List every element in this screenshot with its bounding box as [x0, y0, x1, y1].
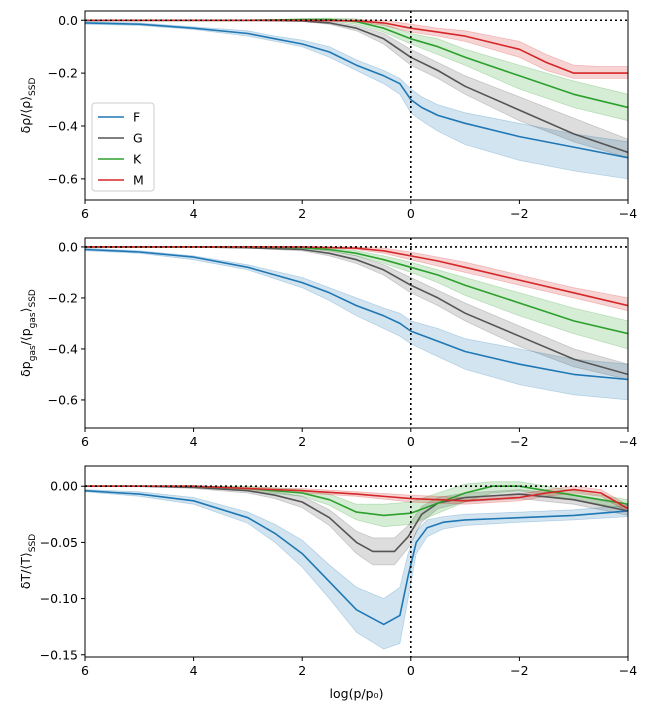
- x-tick-label: −4: [619, 663, 637, 678]
- y-axis-label: δρ/⟨ρ⟩SSD: [18, 78, 38, 134]
- x-tick-label: −2: [510, 434, 528, 449]
- x-tick-label: 0: [407, 434, 415, 449]
- y-tick-label: −0.10: [40, 591, 78, 606]
- band-G: [85, 246, 628, 380]
- band-F: [85, 247, 628, 401]
- y-tick-label: −0.05: [40, 535, 78, 550]
- x-tick-label: −4: [619, 206, 637, 221]
- panel-temperature: 0.00 −0.05 −0.10 −0.156 4 2 0 −2 −4 δT/⟨T⟩SSD log(…: [18, 465, 637, 701]
- y-tick-label: −0.6: [48, 392, 78, 407]
- legend-box: [91, 102, 155, 192]
- y-tick-label: −0.2: [48, 66, 78, 81]
- x-tick-label: −2: [510, 663, 528, 678]
- legend-label-M: M: [133, 173, 144, 188]
- band-K: [85, 481, 628, 528]
- band-F: [85, 21, 628, 180]
- x-tick-label: 2: [298, 663, 306, 678]
- x-tick-label: −2: [510, 206, 528, 221]
- x-tick-label: 2: [298, 206, 306, 221]
- x-axis-label: log(p/p₀): [330, 686, 384, 701]
- y-tick-label: −0.4: [48, 118, 78, 133]
- legend-label-G: G: [133, 131, 143, 146]
- axes-frame: [84, 10, 629, 201]
- plot-area: [85, 466, 628, 657]
- series-line-M: [85, 246, 628, 307]
- y-axis-label: δT/⟨T⟩SSD: [18, 534, 38, 589]
- plot-area: [85, 238, 628, 428]
- legend-label-F: F: [133, 110, 140, 125]
- x-tick-label: 6: [81, 206, 89, 221]
- axes-frame: [84, 465, 629, 658]
- x-tick-label: 0: [407, 663, 415, 678]
- plot-area: [85, 11, 628, 200]
- series-line-F: [85, 489, 628, 626]
- axes-frame: [84, 237, 629, 429]
- x-tick-label: −4: [619, 434, 637, 449]
- x-tick-label: 4: [190, 663, 198, 678]
- y-axis-label: δpgas/⟨pgas⟩SSD: [18, 289, 38, 377]
- band-F: [85, 489, 628, 650]
- x-tick-label: 2: [298, 434, 306, 449]
- band-G: [85, 485, 628, 566]
- x-tick-label: 6: [81, 663, 89, 678]
- series-line-G: [85, 485, 628, 553]
- x-tick-label: 4: [190, 434, 198, 449]
- y-tick-label: 0.0: [58, 13, 78, 28]
- band-M: [85, 485, 628, 513]
- panel-gas-pressure: 0.0 −0.2 −0.4 −0.6 6 4 2 0 −2 −4 δpgas/⟨pgas⟩SSD: [18, 237, 637, 449]
- y-tick-label: −0.6: [48, 171, 78, 186]
- x-tick-label: 0: [407, 206, 415, 221]
- y-tick-label: 0.00: [50, 479, 78, 494]
- y-tick-label: 0.0: [58, 239, 78, 254]
- y-tick-label: −0.15: [40, 647, 78, 662]
- y-tick-label: −0.4: [48, 341, 78, 356]
- series-line-F: [85, 248, 628, 381]
- x-tick-label: 4: [190, 206, 198, 221]
- y-tick-label: −0.2: [48, 290, 78, 305]
- legend-label-K: K: [133, 152, 142, 167]
- series-line-M: [85, 485, 628, 510]
- series-line-F: [85, 22, 628, 159]
- x-tick-label: 6: [81, 434, 89, 449]
